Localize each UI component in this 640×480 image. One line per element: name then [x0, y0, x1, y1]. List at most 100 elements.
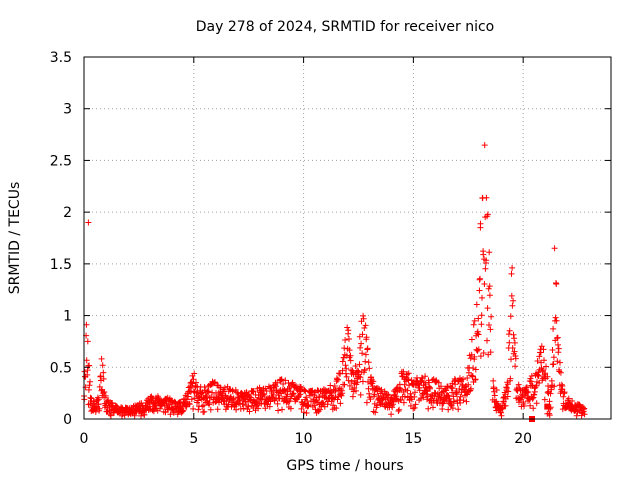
data-point: [262, 405, 269, 412]
data-point: [510, 297, 517, 304]
data-point: [475, 346, 482, 353]
data-point: [465, 381, 472, 388]
data-point: [550, 361, 557, 368]
data-point: [363, 399, 370, 406]
data-point: [334, 396, 341, 403]
data-point: [212, 379, 218, 386]
data-point: [84, 367, 91, 374]
data-point: [544, 373, 551, 380]
data-point: [180, 407, 187, 414]
data-point: [361, 325, 368, 331]
data-point: [547, 390, 554, 397]
data-point: [475, 331, 482, 338]
data-point: [357, 344, 364, 351]
data-point: [543, 363, 549, 370]
data-point: [205, 388, 212, 395]
data-point: [344, 324, 351, 331]
data-point: [412, 401, 419, 408]
data-point: [185, 384, 192, 391]
data-point: [491, 392, 498, 399]
data-point: [509, 302, 516, 309]
data-point: [87, 378, 93, 385]
data-point: [374, 402, 380, 409]
data-point: [483, 257, 490, 264]
data-point: [342, 362, 349, 369]
data-point: [221, 384, 228, 391]
data-point: [561, 389, 568, 396]
data-point: [536, 380, 543, 386]
x-axis-label: GPS time / hours: [286, 458, 403, 474]
data-point: [362, 358, 369, 365]
data-point: [477, 353, 484, 360]
data-point: [531, 391, 538, 398]
data-point: [193, 379, 199, 386]
data-point: [529, 395, 536, 402]
data-point: [479, 294, 485, 301]
data-point: [484, 211, 491, 218]
data-point: [99, 362, 106, 369]
data-point: [411, 393, 418, 400]
data-point: [188, 396, 195, 403]
data-point: [280, 381, 287, 387]
data-point: [477, 220, 484, 227]
data-point: [131, 412, 138, 419]
data-point: [457, 393, 464, 400]
data-point: [95, 396, 102, 403]
data-point: [354, 379, 361, 386]
data-point: [486, 283, 493, 290]
data-point: [538, 343, 545, 350]
data-point: [471, 317, 478, 324]
data-point: [526, 396, 533, 403]
data-point: [356, 361, 363, 368]
data-point: [357, 391, 364, 398]
data-point: [505, 388, 512, 395]
data-point: [267, 398, 274, 405]
data-point: [169, 407, 176, 413]
data-point: [186, 401, 193, 408]
data-point: [191, 370, 198, 377]
data-point: [426, 379, 433, 386]
data-point: [569, 398, 576, 404]
data-point: [362, 322, 369, 329]
data-point: [404, 387, 411, 394]
data-point: [362, 351, 369, 358]
data-point: [98, 355, 105, 362]
data-point: [396, 406, 403, 413]
data-point: [507, 375, 514, 382]
data-point: [540, 367, 547, 373]
data-point: [225, 401, 232, 408]
data-point: [179, 408, 186, 415]
data-point: [374, 385, 381, 392]
data-point: [467, 355, 474, 362]
data-point: [206, 395, 213, 401]
data-point: [339, 367, 346, 374]
data-point: [343, 365, 350, 372]
data-point: [490, 377, 497, 384]
data-point: [457, 399, 464, 406]
data-point: [316, 393, 323, 400]
data-point: [532, 384, 539, 391]
data-point: [190, 376, 197, 383]
data-point: [554, 358, 561, 365]
data-point: [509, 264, 516, 271]
data-point: [357, 374, 364, 381]
data-point: [360, 315, 367, 322]
data-point: [549, 347, 556, 353]
data-point: [333, 405, 340, 412]
data-point: [405, 370, 412, 377]
data-point: [477, 275, 483, 282]
data-point: [450, 393, 457, 400]
data-point: [365, 385, 372, 392]
data-point: [371, 391, 378, 398]
data-point: [102, 392, 109, 399]
data-point: [553, 317, 560, 324]
data-point: [201, 384, 208, 391]
data-point: [342, 337, 349, 343]
data-point: [341, 381, 348, 388]
x-tick-label: 20: [514, 431, 532, 447]
data-point: [316, 406, 323, 413]
data-point: [100, 375, 107, 382]
data-point: [540, 346, 547, 353]
data-point: [355, 368, 362, 375]
data-point: [340, 354, 347, 361]
